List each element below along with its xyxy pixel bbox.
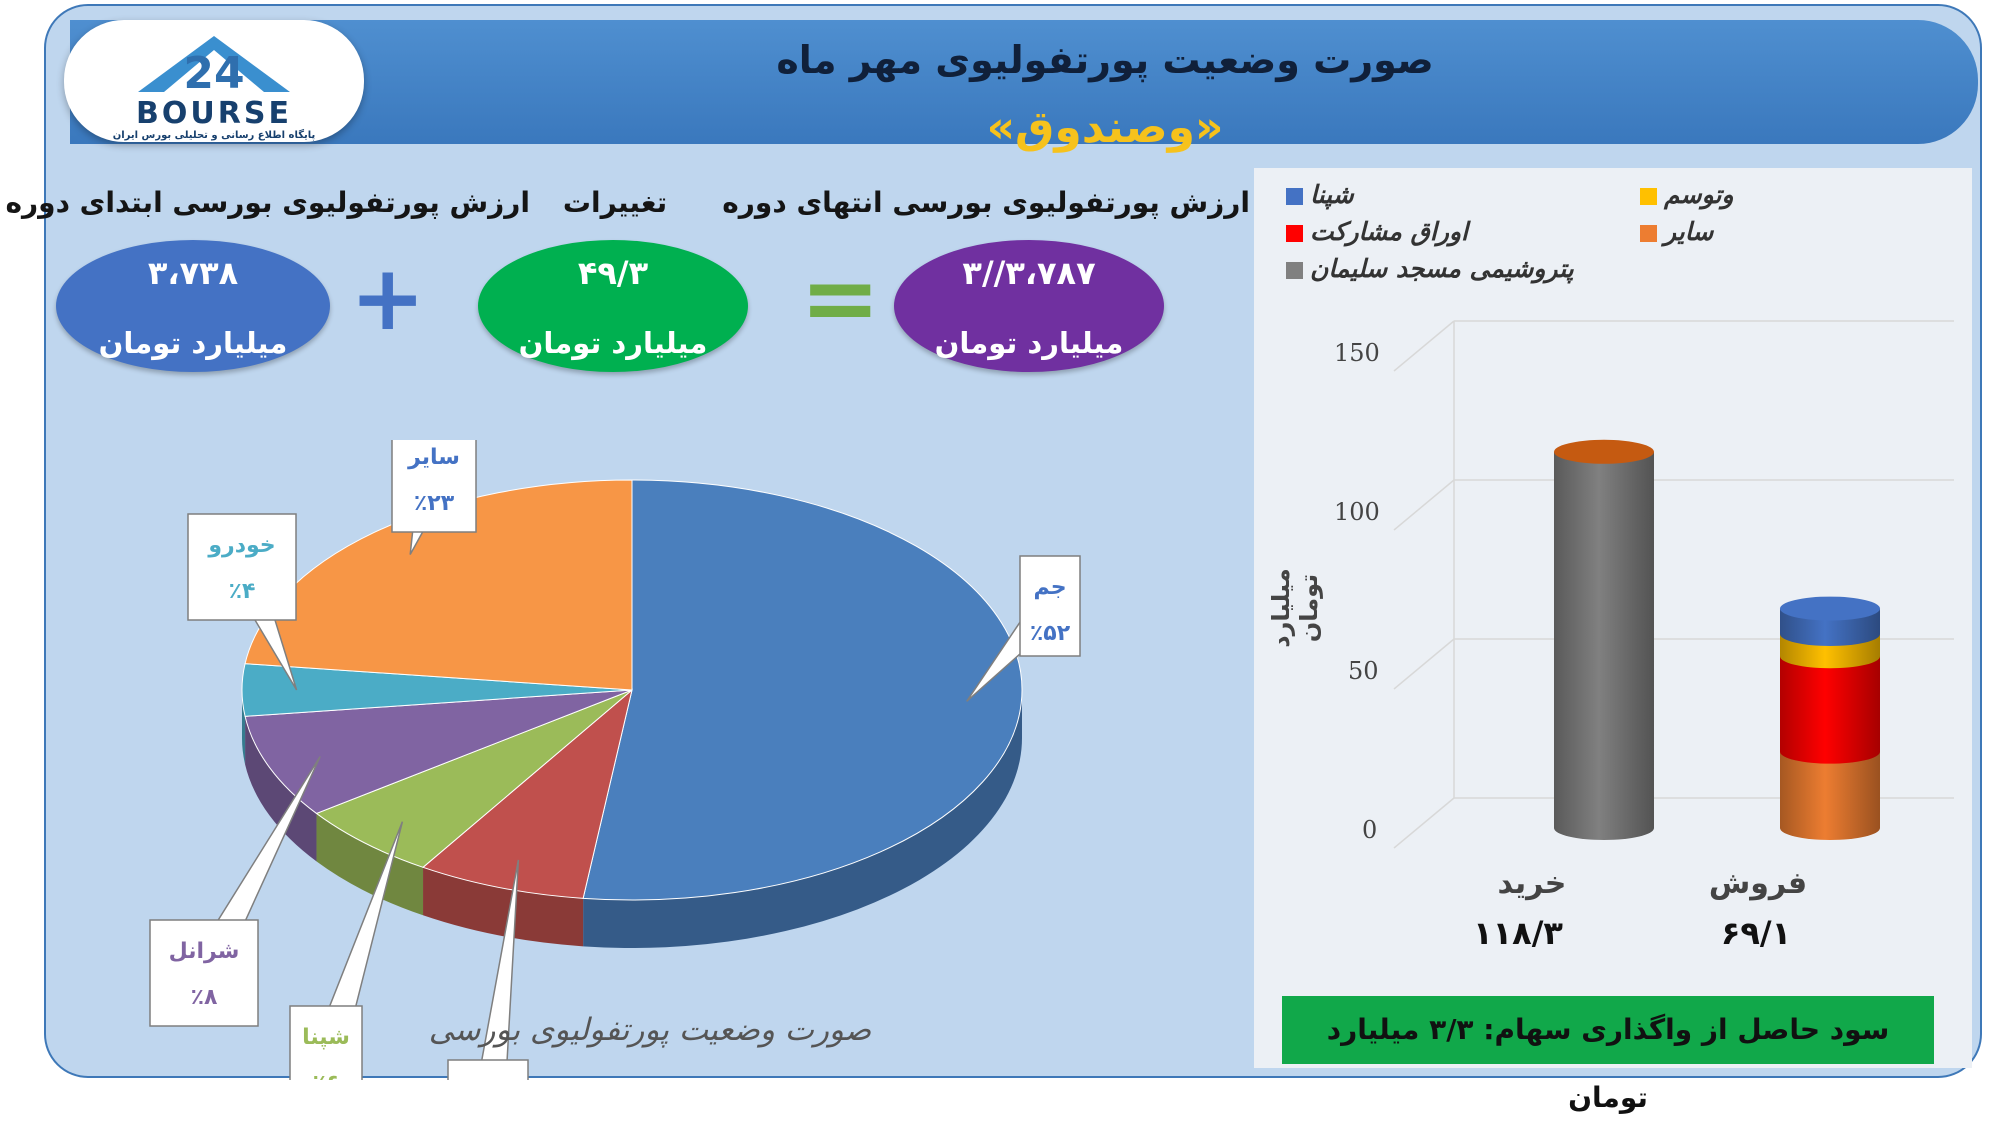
logo-mark-icon: 24 bbox=[138, 36, 290, 99]
pie-value-0: ٪۵۲ bbox=[1030, 621, 1071, 646]
pie-label-1: شپاس bbox=[453, 1079, 522, 1080]
category-label-sell: فروش bbox=[1708, 866, 1808, 901]
pie-side-2 bbox=[316, 813, 424, 916]
pie-value-4: ٪۴ bbox=[229, 579, 256, 604]
pie-label-0: جم bbox=[1033, 575, 1066, 600]
y-axis-title: میلیارد تومان bbox=[1267, 568, 1323, 648]
logo-text: BOURSE bbox=[136, 96, 292, 131]
category-total-buy: ۱۱۸/۳ bbox=[1473, 914, 1563, 952]
bar-cap-1 bbox=[1780, 596, 1880, 621]
legend-swatch-shepna bbox=[1286, 188, 1303, 205]
legend-label-bonds: اوراق مشارکت bbox=[1310, 217, 1468, 246]
legend-label-shepna: شپنا bbox=[1310, 180, 1354, 209]
pie-value-5: ٪۲۳ bbox=[414, 491, 455, 516]
y-tick-150: 150 bbox=[1334, 339, 1380, 367]
end-value: ۳،۷۸۷//۳ bbox=[962, 254, 1096, 292]
legend-swatch-other bbox=[1640, 225, 1657, 242]
pie-side-walls bbox=[242, 690, 1022, 948]
end-value-oval: ۳،۷۸۷//۳ میلیارد تومان bbox=[894, 240, 1164, 372]
category-label-buy: خرید bbox=[1497, 866, 1567, 901]
pie-callout-1: شپاس٪۷ bbox=[447, 859, 529, 1080]
legend-swatch-vtousam bbox=[1640, 188, 1657, 205]
end-value-unit: میلیارد تومان bbox=[934, 326, 1124, 360]
pie-slice-3 bbox=[244, 689, 633, 815]
start-value-label: ارزش پورتفولیوی بورسی ابتدای دوره bbox=[5, 186, 530, 219]
change-value-unit: میلیارد تومان bbox=[518, 326, 708, 360]
bar-segment-1-0 bbox=[1780, 751, 1880, 840]
pie-slice-0 bbox=[582, 479, 1023, 901]
equals-sign: = bbox=[800, 242, 881, 354]
y-tick-50: 50 bbox=[1348, 657, 1379, 685]
legend-label-vtousam: وتوسم bbox=[1664, 180, 1734, 209]
pie-slice-1 bbox=[422, 688, 633, 899]
bar-cap-0 bbox=[1554, 439, 1654, 464]
pie-label-2: شپنا bbox=[302, 1025, 350, 1050]
start-value: ۳،۷۳۸ bbox=[147, 254, 239, 292]
change-label: تغییرات bbox=[562, 186, 668, 219]
legend-label-petrochemical: پتروشیمی مسجد سلیمان bbox=[1310, 254, 1574, 283]
pie-side-1 bbox=[423, 867, 584, 947]
bar-segment-1-3 bbox=[1780, 596, 1880, 647]
pie-callout-5: سایر ٪۲۳ bbox=[391, 440, 477, 555]
y-tick-100: 100 bbox=[1334, 498, 1380, 526]
pie-value-3: ٪۸ bbox=[191, 985, 218, 1010]
pie-callout-0: جم ٪۵۲ bbox=[966, 555, 1081, 702]
start-value-unit: میلیارد تومان bbox=[98, 326, 288, 360]
start-value-oval: ۳،۷۳۸ میلیارد تومان bbox=[56, 240, 330, 372]
pie-callout-3: شرانل ٪۸ bbox=[149, 756, 321, 1027]
pie-side-4 bbox=[242, 690, 246, 765]
page-title: صورت وضعیت پورتفولیوی مهر ماه bbox=[776, 38, 1434, 82]
svg-text:24: 24 bbox=[183, 48, 244, 99]
pie-label-3: شرانل bbox=[169, 939, 240, 964]
y-tick-0: 0 bbox=[1362, 816, 1378, 844]
logo-tagline: پایگاه اطلاع رسانی و تحلیلی بورس ایران bbox=[112, 130, 316, 141]
legend-swatch-bonds bbox=[1286, 225, 1303, 242]
plus-sign: + bbox=[350, 246, 426, 351]
pie-label-5: سایر bbox=[407, 445, 460, 470]
pie-side-0 bbox=[583, 690, 1022, 948]
pie-slice-2 bbox=[315, 689, 633, 868]
pie-value-2: ٪۶ bbox=[313, 1071, 340, 1080]
legend-label-other: سایر bbox=[1664, 217, 1714, 246]
pie-label-4: خودرو bbox=[207, 533, 275, 558]
pie-callout-4: خودرو ٪۴ bbox=[187, 513, 298, 691]
pie-footnote: صورت وضعیت پورتفولیوی بورسی bbox=[428, 1012, 872, 1048]
page-subtitle: «وصندوق» bbox=[986, 102, 1224, 153]
pie-side-3 bbox=[245, 716, 317, 862]
share-sale-gain-note: سود حاصل از واگذاری سهام: ۳/۳ میلیارد تو… bbox=[1282, 996, 1934, 1114]
category-total-sell: ۶۹/۱ bbox=[1720, 914, 1792, 952]
trades-bar-chart bbox=[1393, 320, 1954, 849]
header-banner: صورت وضعیت پورتفولیوی مهر ماه «وصندوق» bbox=[70, 20, 1978, 153]
change-value: ۴۹/۳ bbox=[577, 254, 649, 292]
portfolio-pie-chart: جم ٪۵۲ شپاس٪۷ شپنا ٪۶ شرانل ٪۸ خودرو ٪۴ سایر ٪۲۳ bbox=[149, 440, 1081, 1080]
bar-segment-0-4 bbox=[1554, 439, 1654, 840]
legend-swatch-petrochemical bbox=[1286, 262, 1303, 279]
change-value-oval: ۴۹/۳ میلیارد تومان bbox=[478, 240, 748, 372]
pie-callout-2: شپنا ٪۶ bbox=[289, 821, 404, 1080]
end-value-label: ارزش پورتفولیوی بورسی انتهای دوره bbox=[722, 186, 1250, 219]
bar-segment-1-1 bbox=[1780, 656, 1880, 764]
logo: 24 BOURSE پایگاه اطلاع رسانی و تحلیلی بو… bbox=[64, 20, 364, 142]
